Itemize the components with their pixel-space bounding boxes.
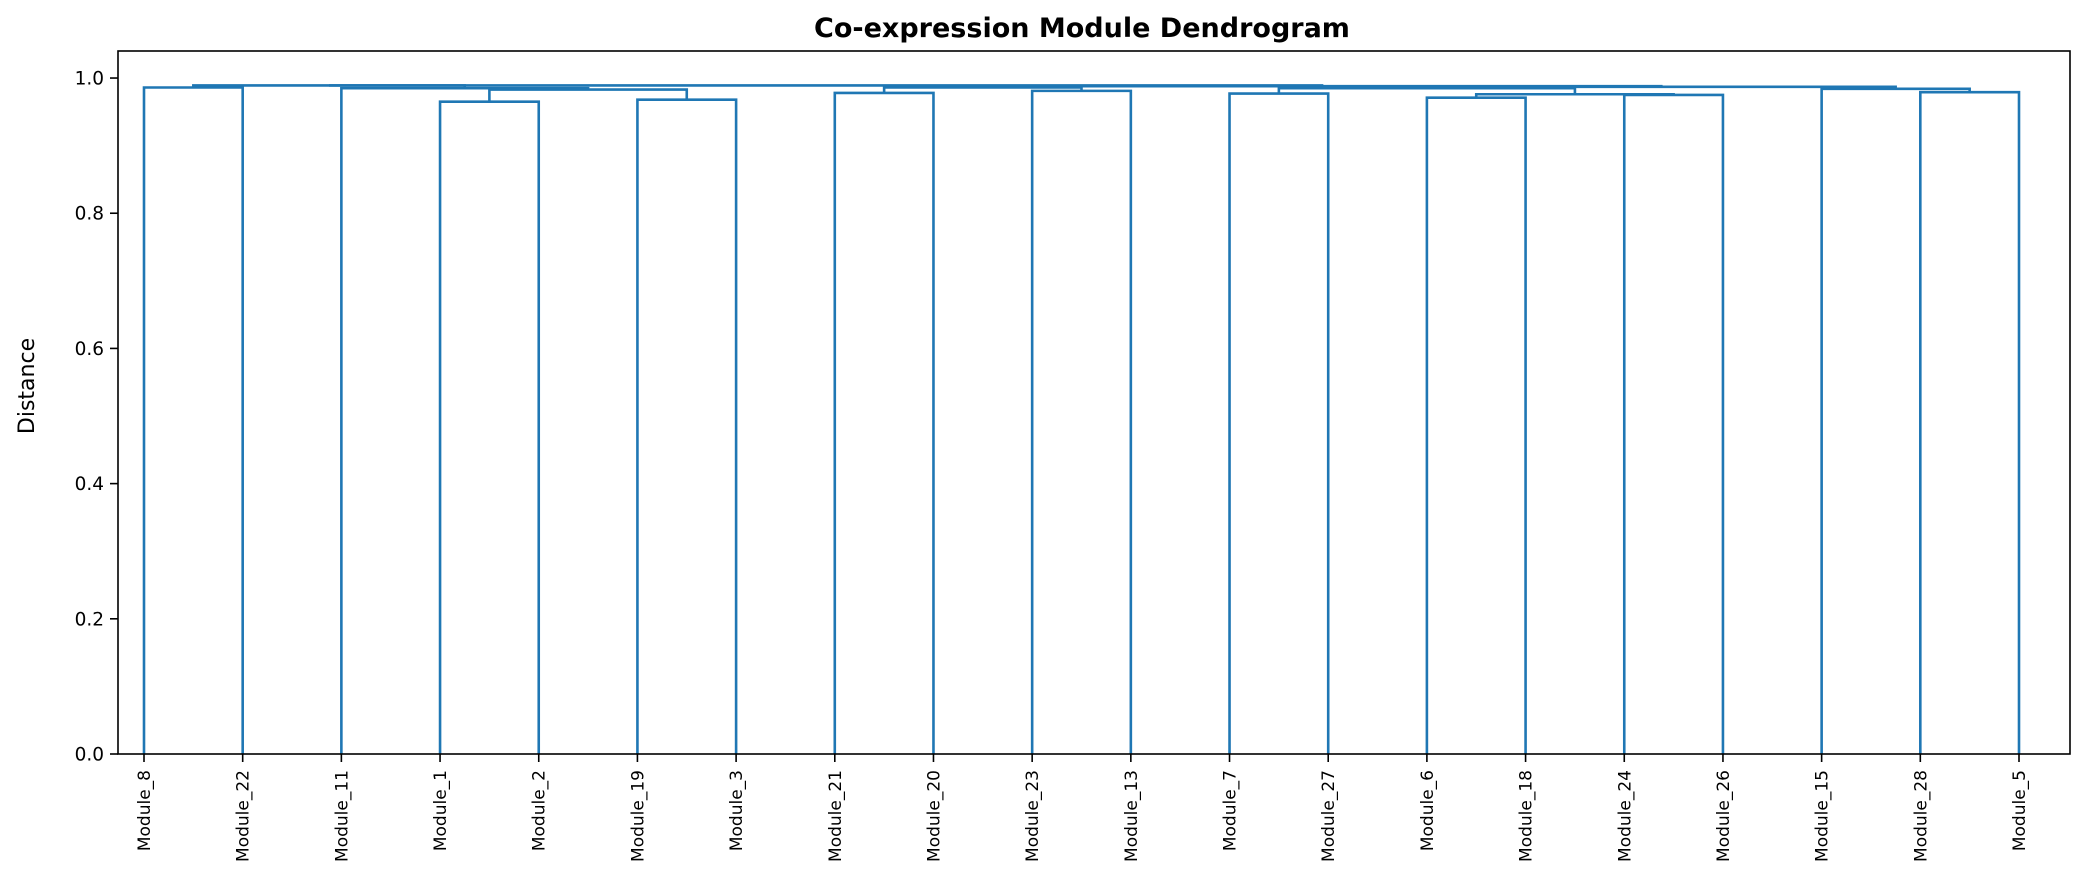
- dendrogram-link: [340, 86, 590, 754]
- x-tick-label: Module_21: [826, 770, 846, 862]
- dendrogram-link: [1425, 96, 1527, 754]
- y-tick-label: 0.8: [75, 204, 104, 225]
- y-tick-label: 1.0: [75, 69, 104, 90]
- y-tick-label: 0.4: [75, 474, 104, 495]
- dendrogram-link: [636, 98, 738, 754]
- dendrogram-link: [142, 86, 244, 754]
- x-tick-label: Module_20: [924, 770, 944, 862]
- y-axis: 0.0 0.2 0.4 0.6 0.8 1.0: [75, 69, 118, 766]
- x-tick-label: Module_22: [234, 770, 254, 862]
- dendrogram-link: [1030, 89, 1133, 754]
- x-tick-label: Module_11: [332, 770, 352, 862]
- x-tick-label: Module_6: [1418, 770, 1438, 851]
- dendrogram-link: [438, 100, 541, 754]
- dendrogram-link: [329, 84, 1324, 87]
- dendrogram-link: [833, 91, 935, 754]
- x-axis: Module_8 Module_22 Module_11 Module_1 Module…: [135, 754, 2030, 862]
- x-tick-label: Module_28: [1911, 770, 1931, 862]
- x-tick-label: Module_24: [1615, 770, 1635, 862]
- x-tick-label: Module_7: [1221, 770, 1241, 851]
- dendrogram-links: [142, 84, 2021, 754]
- y-tick-label: 0.6: [75, 339, 104, 360]
- x-tick-label: Module_1: [431, 770, 451, 851]
- dendrogram-link: [1277, 86, 1577, 95]
- y-tick-label: 0.2: [75, 609, 104, 630]
- x-tick-label: Module_18: [1517, 770, 1537, 862]
- dendrogram-link: [1919, 90, 2021, 754]
- y-axis-label: Distance: [15, 338, 40, 434]
- x-tick-label: Module_3: [727, 770, 747, 851]
- x-tick-label: Module_27: [1319, 770, 1339, 862]
- x-tick-label: Module_2: [530, 770, 550, 851]
- x-tick-label: Module_8: [135, 770, 155, 851]
- x-tick-label: Module_15: [1813, 770, 1833, 862]
- x-tick-label: Module_23: [1023, 770, 1043, 862]
- x-tick-label: Module_13: [1122, 770, 1142, 862]
- dendrogram-link: [1820, 87, 1971, 754]
- plot-frame: [117, 50, 2071, 755]
- chart-title: Co-expression Module Dendrogram: [814, 13, 1350, 44]
- dendrogram-link: [1228, 92, 1330, 754]
- y-tick-label: 0.0: [75, 745, 104, 766]
- x-tick-label: Module_26: [1714, 770, 1734, 862]
- dendrogram-link: [1622, 93, 1725, 754]
- x-tick-label: Module_19: [628, 770, 648, 862]
- x-tick-label: Module_5: [2010, 770, 2030, 851]
